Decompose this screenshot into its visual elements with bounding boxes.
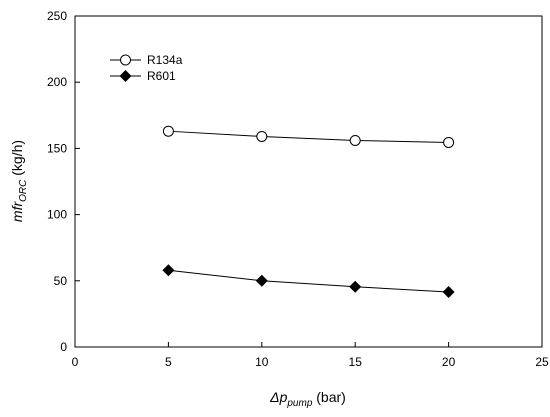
series-line-r601 — [168, 269, 449, 293]
series-line-r134a — [168, 130, 449, 143]
data-point-r601 — [349, 280, 362, 293]
x-axis-title-sub: pump — [286, 398, 312, 409]
x-axis-title: Δppump (bar) — [269, 389, 346, 409]
y-tick-label: 100 — [47, 208, 67, 222]
y-axis-ticks: 0 50 100 150 200 250 — [47, 9, 80, 354]
y-axis-title: mfrORC (kg/h) — [9, 140, 29, 222]
data-point-r134a — [349, 134, 361, 146]
y-axis-title-unit: (kg/h) — [9, 140, 25, 180]
data-point-r601 — [162, 264, 175, 277]
y-tick-label: 200 — [47, 75, 67, 89]
data-point-r134a — [162, 125, 174, 137]
x-tick-label: 5 — [165, 355, 172, 369]
legend-label-r601: R601 — [147, 69, 176, 83]
series-layer — [162, 125, 455, 299]
x-tick-label: 20 — [442, 355, 456, 369]
y-tick-label: 250 — [47, 9, 67, 23]
x-axis-title-main: Δp — [269, 389, 287, 405]
x-tick-label: 15 — [349, 355, 363, 369]
x-tick-label: 10 — [255, 355, 269, 369]
y-tick-label: 0 — [60, 340, 67, 354]
x-axis-ticks: 0 5 10 15 20 25 — [72, 342, 549, 369]
legend-marker-r601 — [119, 70, 132, 82]
y-tick-label: 150 — [47, 141, 67, 155]
legend-label-r134a: R134a — [147, 53, 183, 67]
legend: R134a R601 — [110, 53, 183, 83]
y-tick-label: 50 — [54, 274, 68, 288]
y-axis-title-sub: ORC — [18, 179, 29, 202]
x-tick-label: 0 — [72, 355, 79, 369]
y-axis-title-main: mfr — [9, 201, 25, 223]
x-axis-title-unit: (bar) — [312, 389, 345, 405]
data-point-r134a — [256, 130, 268, 142]
data-point-r601 — [255, 274, 268, 287]
legend-marker-r134a — [120, 54, 131, 66]
data-point-r134a — [443, 136, 455, 148]
plot-area-frame — [74, 15, 543, 348]
data-point-r601 — [442, 286, 455, 299]
x-tick-label: 25 — [535, 355, 549, 369]
